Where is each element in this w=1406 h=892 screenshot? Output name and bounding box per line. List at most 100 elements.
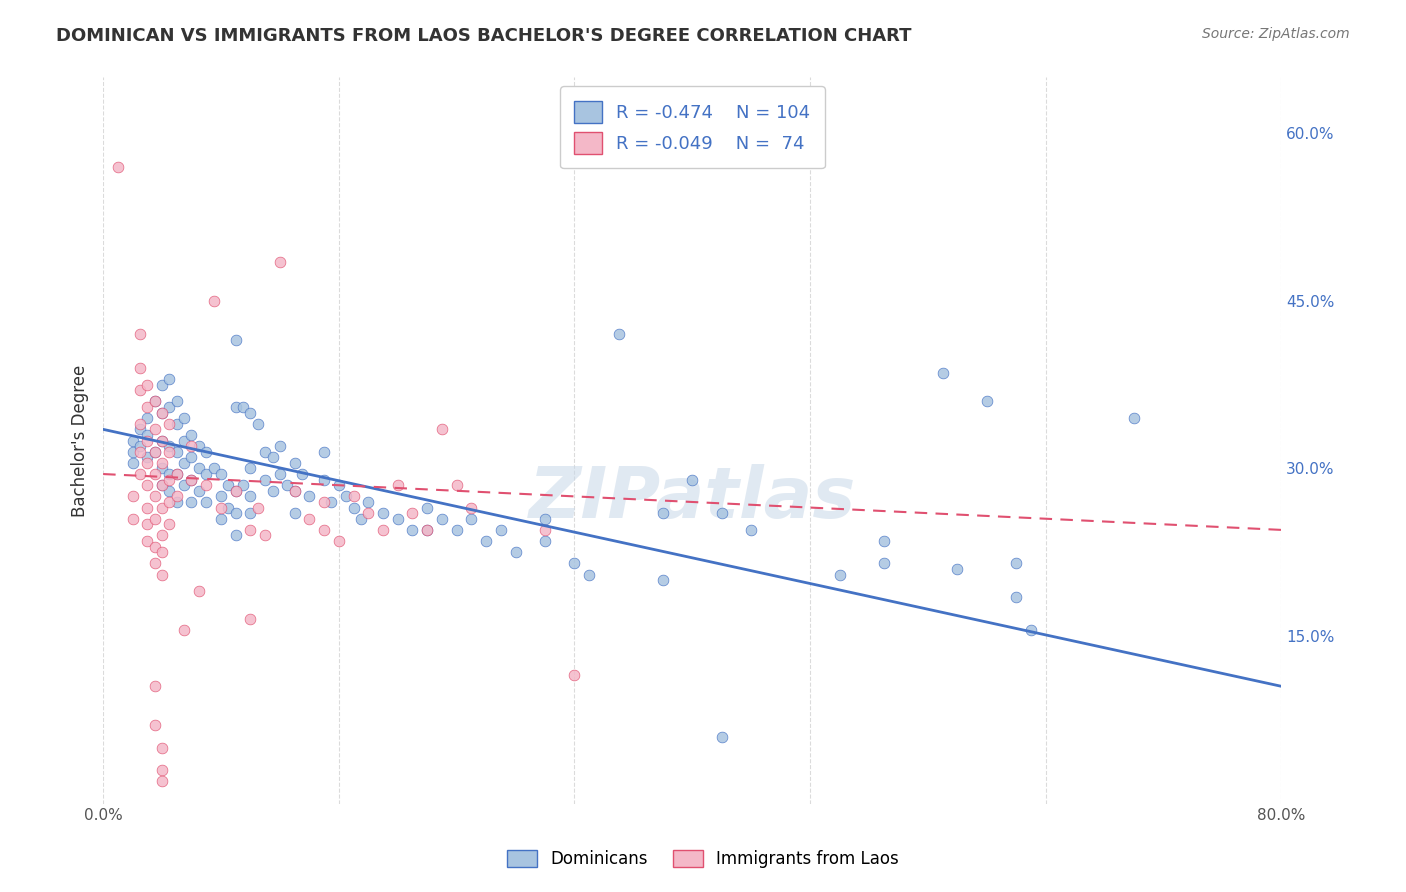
Point bbox=[284, 483, 307, 498]
Point bbox=[129, 444, 152, 458]
Point bbox=[430, 512, 453, 526]
Point bbox=[150, 528, 173, 542]
Point bbox=[166, 489, 188, 503]
Point bbox=[121, 444, 143, 458]
Point bbox=[564, 557, 586, 571]
Point bbox=[291, 467, 314, 481]
Point bbox=[246, 500, 269, 515]
Point bbox=[321, 495, 343, 509]
Point bbox=[460, 512, 482, 526]
Point bbox=[157, 483, 180, 498]
Point bbox=[505, 545, 527, 559]
Point bbox=[254, 473, 277, 487]
Point bbox=[225, 528, 247, 542]
Point bbox=[239, 489, 262, 503]
Point bbox=[187, 439, 209, 453]
Point bbox=[173, 411, 195, 425]
Point bbox=[195, 478, 218, 492]
Point bbox=[136, 411, 159, 425]
Point bbox=[873, 534, 896, 549]
Point bbox=[328, 534, 350, 549]
Point bbox=[136, 450, 159, 465]
Point bbox=[262, 483, 284, 498]
Point bbox=[150, 434, 173, 448]
Point bbox=[276, 478, 298, 492]
Point bbox=[312, 473, 335, 487]
Point bbox=[209, 467, 232, 481]
Point bbox=[121, 489, 143, 503]
Point bbox=[129, 360, 152, 375]
Point bbox=[187, 483, 209, 498]
Point bbox=[143, 394, 166, 409]
Point bbox=[150, 774, 173, 789]
Point bbox=[387, 478, 409, 492]
Point bbox=[976, 394, 998, 409]
Point bbox=[284, 456, 307, 470]
Point bbox=[173, 624, 195, 638]
Point bbox=[284, 483, 307, 498]
Point bbox=[180, 450, 202, 465]
Point bbox=[475, 534, 498, 549]
Point bbox=[157, 444, 180, 458]
Point bbox=[225, 483, 247, 498]
Point bbox=[873, 557, 896, 571]
Point bbox=[239, 506, 262, 520]
Point bbox=[121, 456, 143, 470]
Point bbox=[129, 327, 152, 342]
Point bbox=[143, 444, 166, 458]
Point bbox=[150, 377, 173, 392]
Point bbox=[342, 500, 364, 515]
Point bbox=[209, 512, 232, 526]
Point bbox=[121, 512, 143, 526]
Point bbox=[371, 523, 394, 537]
Point bbox=[328, 478, 350, 492]
Point bbox=[143, 444, 166, 458]
Point bbox=[136, 500, 159, 515]
Point bbox=[143, 557, 166, 571]
Point bbox=[342, 489, 364, 503]
Point bbox=[1005, 590, 1028, 604]
Point bbox=[828, 567, 851, 582]
Point bbox=[180, 439, 202, 453]
Point bbox=[371, 506, 394, 520]
Point bbox=[143, 489, 166, 503]
Point bbox=[180, 495, 202, 509]
Point bbox=[1005, 557, 1028, 571]
Point bbox=[180, 428, 202, 442]
Point bbox=[269, 439, 291, 453]
Point bbox=[254, 528, 277, 542]
Point bbox=[246, 417, 269, 431]
Point bbox=[136, 478, 159, 492]
Point bbox=[217, 500, 239, 515]
Point bbox=[446, 478, 468, 492]
Point bbox=[225, 400, 247, 414]
Point bbox=[195, 444, 218, 458]
Point bbox=[150, 406, 173, 420]
Point bbox=[150, 740, 173, 755]
Point bbox=[312, 495, 335, 509]
Point bbox=[136, 456, 159, 470]
Point bbox=[129, 384, 152, 398]
Point bbox=[335, 489, 357, 503]
Point bbox=[202, 461, 225, 475]
Point bbox=[150, 461, 173, 475]
Point bbox=[173, 434, 195, 448]
Point bbox=[157, 400, 180, 414]
Point bbox=[136, 434, 159, 448]
Point bbox=[350, 512, 373, 526]
Point bbox=[416, 523, 439, 537]
Point bbox=[710, 506, 733, 520]
Point bbox=[136, 377, 159, 392]
Point bbox=[150, 406, 173, 420]
Point bbox=[651, 506, 673, 520]
Point bbox=[284, 506, 307, 520]
Point bbox=[430, 422, 453, 436]
Point bbox=[564, 668, 586, 682]
Point bbox=[710, 730, 733, 744]
Point bbox=[173, 456, 195, 470]
Point bbox=[157, 517, 180, 532]
Point bbox=[187, 461, 209, 475]
Point bbox=[157, 372, 180, 386]
Point bbox=[195, 467, 218, 481]
Point bbox=[209, 489, 232, 503]
